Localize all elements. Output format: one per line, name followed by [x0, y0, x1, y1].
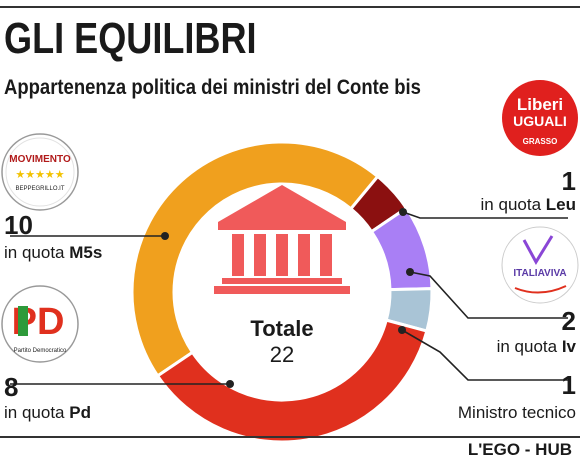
- credit-label: L'EGO - HUB: [467, 440, 572, 459]
- slice-pd: [155, 318, 429, 444]
- pd-logo: PD Partito Democratico: [1, 285, 79, 363]
- leu-logo: Liberi UGUALI GRASSO: [502, 80, 578, 156]
- leader-dot-tec: [398, 326, 406, 334]
- total-value: 22: [270, 342, 294, 367]
- leader-dot-pd: [226, 380, 234, 388]
- page-subtitle: Appartenenza politica dei ministri del C…: [4, 76, 421, 99]
- pd-quota-label: in quota Pd: [4, 403, 91, 422]
- leader-dot-iv: [406, 268, 414, 276]
- donut-slices: [130, 140, 434, 444]
- pd-count: 8: [4, 372, 18, 402]
- top-rule: [0, 6, 580, 8]
- svg-text:Partito Democratico: Partito Democratico: [14, 348, 67, 354]
- leader-dot-leu: [399, 208, 407, 216]
- svg-text:BEPPEGRILLO.IT: BEPPEGRILLO.IT: [15, 186, 64, 192]
- government-building-icon: [214, 185, 350, 294]
- page-title: GLI EQUILIBRI: [4, 14, 257, 63]
- leu-count: 1: [562, 166, 576, 196]
- leu-quota-label: in quota Leu: [481, 195, 576, 214]
- leader-line-leu: [402, 211, 568, 219]
- total-label: Totale: [250, 316, 313, 341]
- leader-dot-m5s: [161, 232, 169, 240]
- svg-text:ITALIAVIVA: ITALIAVIVA: [513, 268, 566, 279]
- leader-line-iv: [409, 271, 568, 319]
- italiaviva-logo: ITALIAVIVA: [501, 226, 579, 304]
- svg-text:★★★★★: ★★★★★: [15, 169, 64, 181]
- iv-count: 2: [562, 306, 576, 336]
- svg-text:MOVIMENTO: MOVIMENTO: [9, 154, 71, 165]
- bottom-rule: [0, 436, 580, 438]
- slice-m5s: [130, 140, 380, 378]
- tecnico-label: Ministro tecnico: [458, 403, 576, 422]
- m5s-quota-label: in quota M5s: [4, 243, 102, 262]
- leader-line-tec: [401, 329, 568, 381]
- leader-dots: [161, 208, 414, 388]
- svg-text:GRASSO: GRASSO: [523, 137, 558, 146]
- m5s-count: 10: [4, 210, 33, 240]
- svg-text:Liberi: Liberi: [517, 95, 563, 114]
- leader-lines: [10, 211, 568, 385]
- svg-text:UGUALI: UGUALI: [513, 113, 567, 129]
- m5s-logo: MOVIMENTO ★★★★★ BEPPEGRILLO.IT: [1, 133, 79, 211]
- iv-quota-label: in quota Iv: [497, 337, 577, 356]
- tecnico-count: 1: [562, 370, 576, 400]
